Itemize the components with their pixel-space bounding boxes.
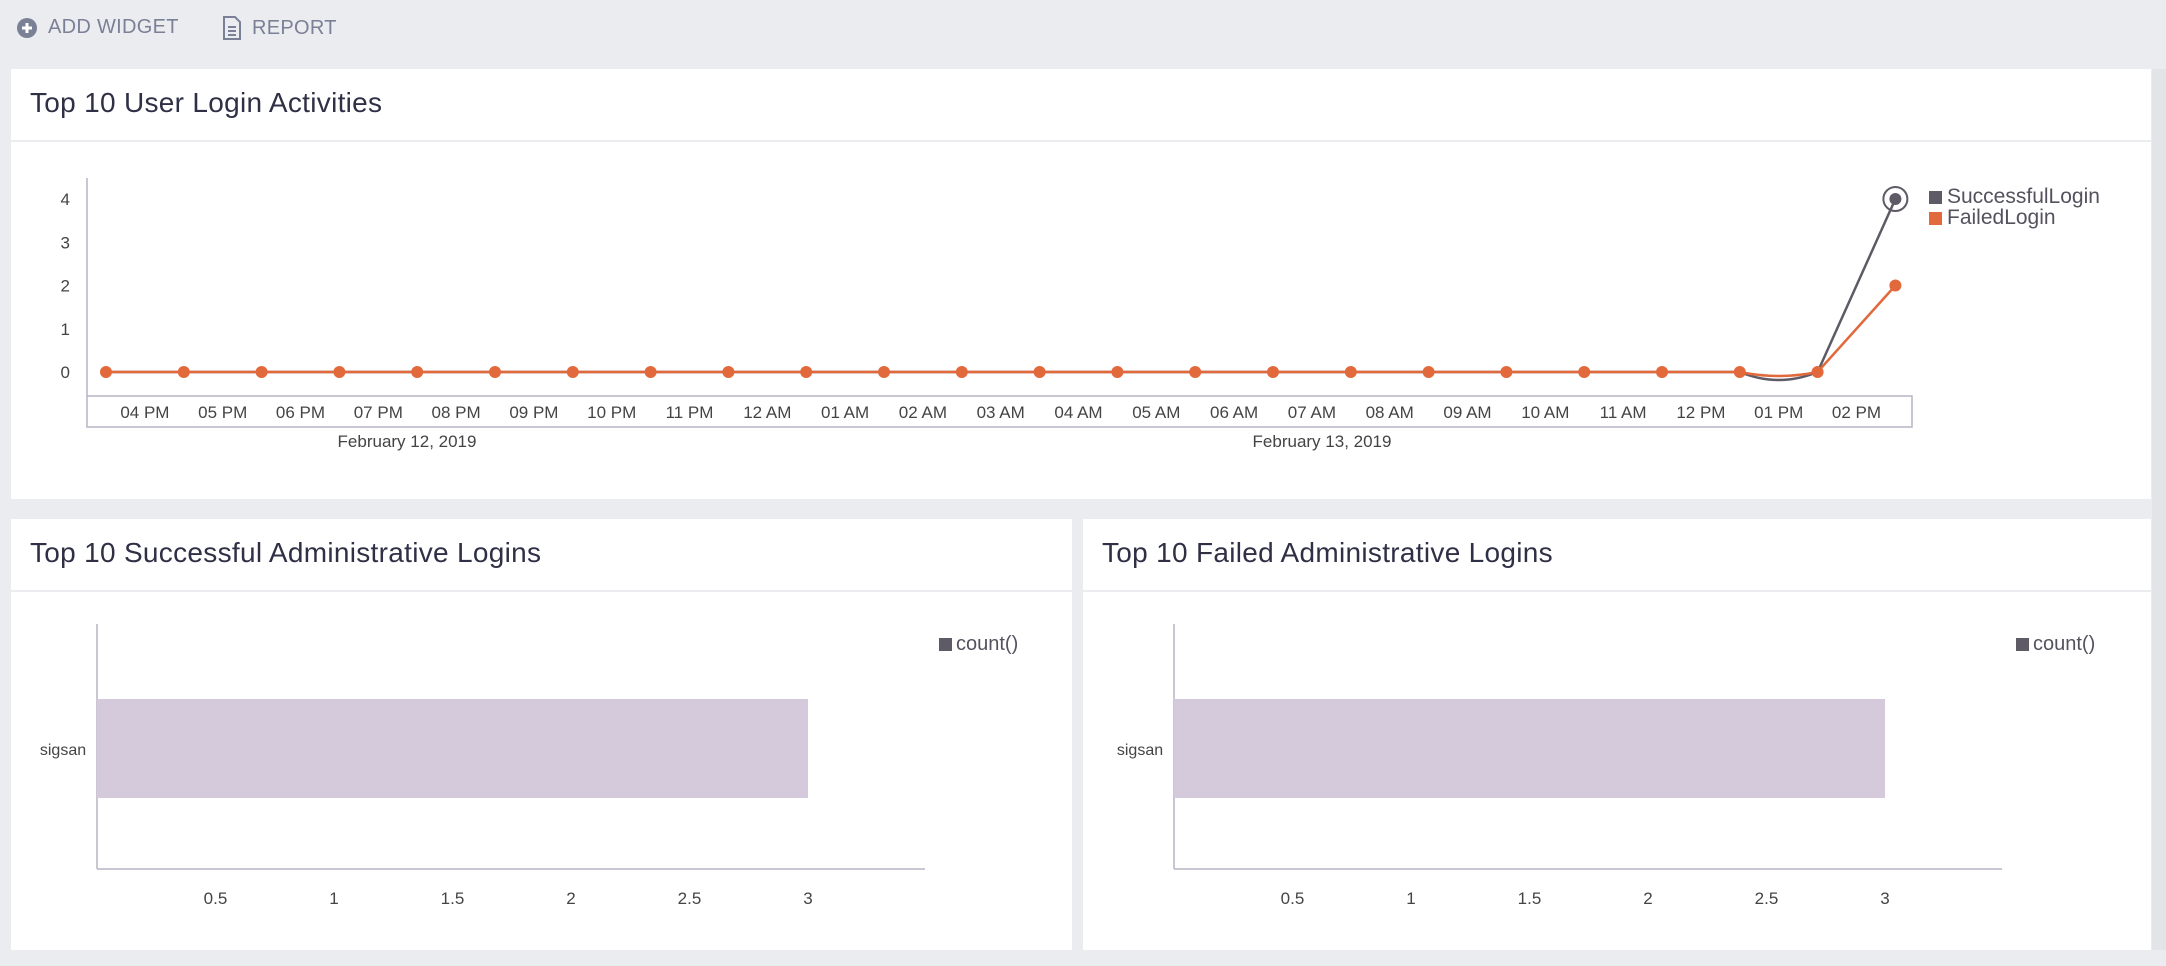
add-widget-label: ADD WIDGET [48, 16, 179, 38]
plus-circle-icon [17, 17, 37, 38]
widget-title: Top 10 User Login Activities [30, 87, 383, 118]
widget-user-login-activities: Top 10 User Login Activities [11, 69, 2151, 499]
report-button[interactable]: REPORT [222, 16, 337, 40]
divider [11, 140, 2151, 142]
divider [11, 590, 1072, 592]
scrollbar[interactable] [2152, 69, 2166, 950]
widget-title: Top 10 Failed Administrative Logins [1102, 537, 1553, 568]
add-widget-button[interactable]: ADD WIDGET [16, 16, 179, 39]
document-icon [223, 16, 241, 40]
divider [1083, 590, 2151, 592]
report-label: REPORT [252, 16, 337, 39]
widget-successful-admin-logins: Top 10 Successful Administrative Logins [11, 519, 1072, 950]
widget-failed-admin-logins: Top 10 Failed Administrative Logins [1083, 519, 2151, 950]
widget-title: Top 10 Successful Administrative Logins [30, 537, 542, 568]
